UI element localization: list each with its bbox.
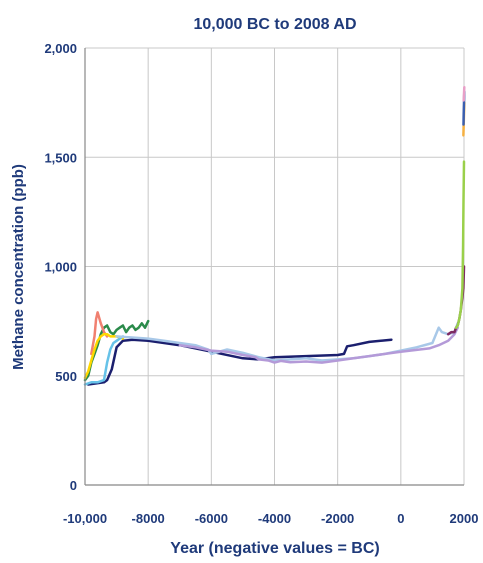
- tick-labels: -10,000 -8000 -6000 -4000 -2000 0 2000 0 500 1,00…: [44, 41, 478, 526]
- x-tick-label: -8000: [132, 511, 165, 526]
- x-axis-label: Year (negative values = BC): [170, 540, 379, 557]
- chart-title: 10,000 BC to 2008 AD: [193, 16, 356, 33]
- series-line: [90, 311, 109, 356]
- series-line: [86, 338, 393, 386]
- series-line: [83, 319, 150, 382]
- series-group: [83, 86, 466, 386]
- y-tick-label: 1,500: [44, 150, 77, 165]
- x-tick-label: -4000: [258, 511, 291, 526]
- y-tick-label: 500: [55, 369, 77, 384]
- x-tick-label: -10,000: [63, 511, 107, 526]
- y-tick-label: 2,000: [44, 41, 77, 56]
- series-line: [115, 322, 459, 362]
- x-tick-label: -6000: [195, 511, 228, 526]
- series-line: [83, 332, 125, 380]
- x-tick-label: 0: [397, 511, 404, 526]
- series-line: [454, 160, 466, 329]
- series-line: [462, 86, 466, 102]
- y-tick-label: 0: [70, 478, 77, 493]
- y-tick-label: 1,000: [44, 260, 77, 275]
- y-axis-label: Methane concentration (ppb): [10, 164, 27, 370]
- x-tick-label: 2000: [450, 511, 479, 526]
- x-tick-label: -2000: [321, 511, 354, 526]
- series-line: [83, 335, 125, 386]
- series-line: [178, 326, 459, 364]
